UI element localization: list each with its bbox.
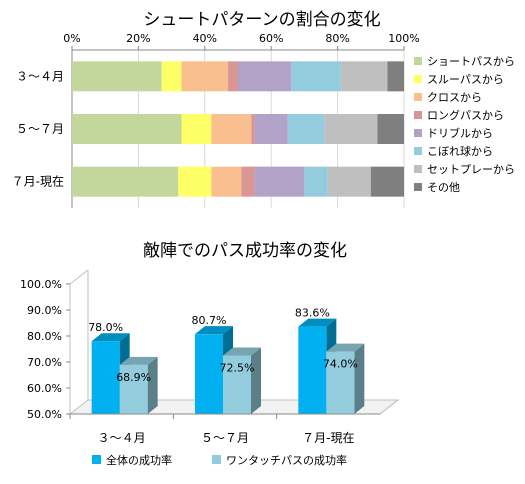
legend-label: その他	[427, 181, 460, 194]
y-tick-label: 50.0%	[27, 408, 62, 421]
bar-segment	[251, 114, 255, 144]
category-label: ５～７月	[16, 122, 64, 136]
data-label: 78.0%	[88, 321, 123, 334]
bar-segment	[254, 166, 305, 197]
bar-segment	[178, 166, 212, 197]
bar-segment	[228, 61, 238, 92]
bar-front	[326, 351, 355, 414]
bar-segment	[254, 114, 288, 144]
legend-label: スルーパスから	[427, 73, 504, 86]
legend-label: ショートパスから	[427, 55, 515, 68]
shot-pattern-chart-svg: シュートパターンの割合の変化 0% 20% 40% 60% 80% 100% ３～４月 ５～７…	[12, 10, 515, 208]
bar-segment	[324, 114, 378, 144]
y-tick-label: 60.0%	[27, 382, 62, 395]
legend-swatch	[92, 455, 101, 464]
x-tick-label: 0%	[63, 32, 80, 45]
bar-front	[119, 364, 148, 414]
bar-segment	[241, 166, 255, 197]
bar-segment	[238, 61, 292, 92]
bar-segment	[304, 166, 328, 197]
legend-swatch	[414, 129, 422, 137]
x-tick-label: 40%	[193, 32, 217, 45]
legend-swatch	[414, 75, 422, 83]
pass-success-chart-title: 敵陣でのパス成功率の変化	[143, 241, 347, 261]
legend-label: クロスから	[427, 91, 482, 104]
floor-edge	[379, 399, 399, 415]
pass-success-chart-svg: 敵陣でのパス成功率の変化 50.0% 60.0% 70.0% 80.0% 90.0% 10…	[20, 241, 400, 467]
bar-front	[298, 326, 327, 414]
bar-segment	[211, 114, 252, 144]
bar-side	[147, 356, 158, 414]
bar-top	[91, 333, 130, 342]
legend-label: 全体の成功率	[106, 453, 172, 467]
bar-segment	[387, 61, 404, 92]
data-label: 72.5%	[220, 362, 255, 375]
category-label: ３～４月	[16, 69, 64, 83]
legend-label: セットプレーから	[427, 163, 515, 176]
legend-swatch	[414, 183, 422, 191]
data-label: 74.0%	[323, 358, 358, 371]
data-label: 83.6%	[295, 307, 330, 320]
legend-swatch	[414, 93, 422, 101]
bar-front	[223, 355, 251, 414]
data-label: 68.9%	[116, 371, 151, 384]
y-tick-label: 70.0%	[27, 356, 62, 369]
bar-side	[354, 343, 365, 414]
y-tick-label: 90.0%	[27, 304, 62, 317]
bar-segment	[72, 166, 179, 197]
axis-depth-edge	[69, 269, 89, 285]
bar-top	[195, 326, 233, 335]
data-label: 80.7%	[192, 314, 227, 327]
bar-segment	[72, 61, 162, 92]
bar-segment	[340, 61, 388, 92]
bar-segment	[287, 114, 325, 144]
bar-top	[223, 347, 261, 356]
bar-front	[195, 334, 223, 414]
bar-segment	[72, 114, 182, 144]
x-tick-label: 60%	[259, 32, 283, 45]
bar-segment	[181, 114, 212, 144]
pass-success-chart: 敵陣でのパス成功率の変化 50.0% 60.0% 70.0% 80.0% 90.0% 10…	[0, 232, 525, 484]
legend-swatch	[212, 455, 221, 464]
bar-side	[251, 347, 261, 414]
bar-segment	[291, 61, 341, 92]
shot-pattern-chart-title: シュートパターンの割合の変化	[143, 10, 380, 30]
bar-top	[119, 356, 158, 365]
x-tick-label: 100%	[388, 32, 419, 45]
bar-segment	[161, 61, 182, 92]
legend-swatch	[414, 165, 422, 173]
legend-label: ドリブルから	[427, 126, 493, 140]
legend-label: こぼれ球から	[427, 144, 493, 158]
bar-segment	[370, 166, 404, 197]
category-label: ５～７月	[201, 431, 249, 445]
x-tick-label: 80%	[325, 32, 349, 45]
x-tick-label: 20%	[126, 32, 150, 45]
legend-swatch	[414, 57, 422, 65]
bar-segment	[181, 61, 229, 92]
bar-segment	[377, 114, 404, 144]
bar-front	[91, 341, 120, 414]
legend-label: ワンタッチパスの成功率	[226, 453, 347, 467]
y-tick-label: 100.0%	[20, 278, 62, 291]
shot-pattern-chart: シュートパターンの割合の変化 0% 20% 40% 60% 80% 100% ３～４月 ５～７…	[0, 0, 525, 230]
legend-label: ロングパスから	[427, 108, 504, 122]
category-label: ７月-現在	[12, 175, 64, 189]
category-label: ３～４月	[98, 431, 146, 445]
bar-top	[298, 318, 337, 327]
legend-swatch	[414, 111, 422, 119]
legend-swatch	[414, 147, 422, 155]
y-tick-label: 80.0%	[27, 330, 62, 343]
bar-top	[326, 343, 365, 352]
bar-segment	[211, 166, 242, 197]
category-label: ７月-現在	[302, 431, 354, 445]
bar-segment	[327, 166, 371, 197]
